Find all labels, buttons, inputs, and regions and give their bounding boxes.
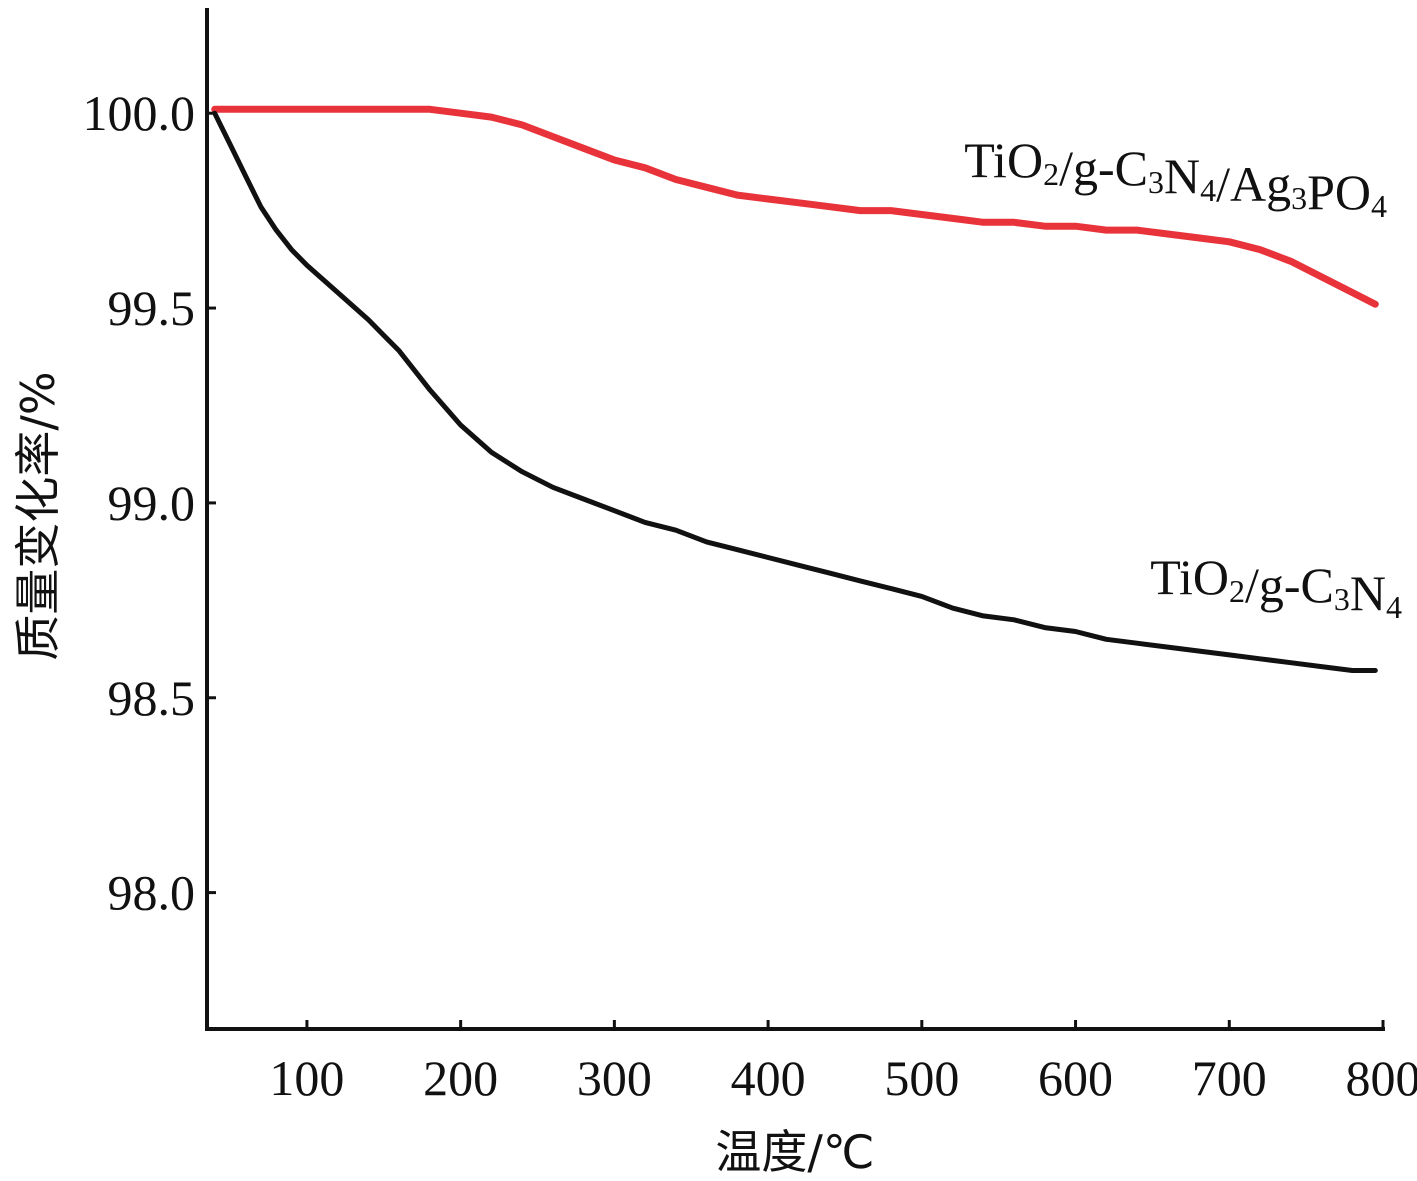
y-axis-title: 质量变化率/%: [11, 371, 65, 660]
x-tick-label: 700: [1192, 1050, 1267, 1106]
y-tick-label: 98.0: [108, 865, 196, 921]
x-tick-label: 500: [884, 1050, 959, 1106]
tick-labels: 100 200 300 400 500 600 700 800 98.0 98.5 99.0 99.5…: [83, 85, 1417, 1106]
x-tick-label: 400: [731, 1050, 806, 1106]
y-tick-label: 100.0: [83, 85, 196, 141]
series-label-tio2-gc3n4: TiO2/g-C3N4: [1150, 549, 1402, 625]
series-line-0: [211, 105, 1379, 308]
plot-lines: [211, 105, 1379, 673]
series-line-1: [212, 110, 1378, 673]
x-axis-title: 温度/℃: [715, 1125, 874, 1179]
axes: [205, 8, 1385, 1031]
y-tick-label: 99.5: [108, 280, 196, 336]
x-tick-label: 100: [269, 1050, 344, 1106]
y-tick-label: 99.0: [108, 475, 196, 531]
ticks: [207, 111, 1385, 1029]
series-label-tio2-gc3n4-ag3po4: TiO2/g-C3N4/Ag3PO4: [964, 132, 1387, 224]
y-tick-label: 98.5: [108, 670, 196, 726]
x-tick-label: 300: [577, 1050, 652, 1106]
x-tick-label: 600: [1038, 1050, 1113, 1106]
x-tick-label: 800: [1346, 1050, 1417, 1106]
x-tick-label: 200: [423, 1050, 498, 1106]
